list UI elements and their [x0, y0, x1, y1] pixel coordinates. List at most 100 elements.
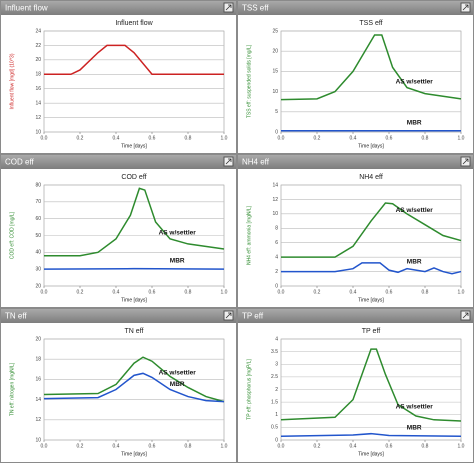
y-tick-label: 24 — [35, 28, 41, 34]
panel: TP eff TP eff 0 0.5 1 1.5 2 2.5 3 3.5 4 0.0 0.2 0.4 0.… — [237, 308, 474, 463]
y-tick-label: 12 — [35, 115, 41, 121]
series-line — [43, 356, 225, 403]
series-label: MBR — [170, 381, 185, 388]
x-tick-label: 1.0 — [458, 289, 465, 295]
x-tick-label: 0.4 — [350, 289, 357, 295]
y-tick-label: 2 — [275, 387, 278, 393]
panel-title: NH4 eff — [242, 158, 270, 167]
y-tick-label: 12 — [35, 417, 41, 423]
panel-header — [1, 155, 236, 169]
panel: Influent flow Influent flow 10 12 14 16 18 20 22… — [0, 0, 237, 154]
x-tick-label: 0.6 — [149, 289, 156, 295]
y-tick-label: 20 — [272, 49, 278, 55]
y-tick-label: 3.5 — [271, 349, 278, 355]
y-tick-label: 4 — [275, 254, 278, 260]
series-label: AS w/settler — [396, 404, 434, 411]
y-tick-label: 6 — [275, 240, 278, 246]
y-tick-label: 10 — [272, 89, 278, 95]
series-label: MBR — [407, 259, 422, 266]
series-label: AS w/settler — [396, 207, 434, 214]
x-tick-label: 0.6 — [386, 135, 393, 141]
x-tick-label: 0.6 — [149, 443, 156, 449]
x-tick-label: 0.6 — [386, 443, 393, 449]
y-axis-label: NH4 eff: ammonia [mgN/L] — [246, 205, 252, 265]
x-tick-label: 0.8 — [185, 135, 192, 141]
y-tick-label: 18 — [35, 72, 41, 78]
x-tick-label: 1.0 — [221, 443, 228, 449]
x-tick-label: 0.0 — [278, 443, 285, 449]
x-tick-label: 0.6 — [149, 135, 156, 141]
chart-title: Influent flow — [115, 20, 153, 27]
panel-title: TSS eff — [242, 4, 269, 13]
x-tick-label: 0.0 — [278, 135, 285, 141]
y-tick-label: 5 — [275, 109, 278, 115]
y-tick-label: 0 — [275, 283, 278, 289]
y-tick-label: 0 — [275, 437, 278, 443]
y-tick-label: 22 — [35, 43, 41, 49]
plot-area — [43, 30, 225, 133]
y-tick-label: 8 — [275, 226, 278, 232]
x-axis-label: Time [days] — [358, 297, 384, 303]
y-tick-label: 2.5 — [271, 374, 278, 380]
y-axis-label: COD eff: COD [mg/L] — [9, 211, 15, 259]
y-tick-label: 12 — [272, 197, 278, 203]
y-tick-label: 60 — [35, 216, 41, 222]
y-tick-label: 40 — [35, 250, 41, 256]
y-tick-label: 0.5 — [271, 425, 278, 431]
series-label: MBR — [170, 258, 185, 265]
y-tick-label: 15 — [272, 69, 278, 75]
x-tick-label: 0.2 — [314, 289, 321, 295]
y-axis-label: TN eff: nitrogen [mgN/L] — [9, 362, 15, 416]
x-tick-label: 0.2 — [77, 135, 84, 141]
panel: NH4 eff NH4 eff 0 2 4 6 8 10 12 14 0.0 0.2 0.4 0.6 0.8… — [237, 154, 474, 308]
y-tick-label: 25 — [272, 28, 278, 34]
y-tick-label: 16 — [35, 86, 41, 92]
x-tick-label: 0.2 — [77, 443, 84, 449]
y-tick-label: 1.5 — [271, 399, 278, 405]
series-label: MBR — [407, 424, 422, 431]
x-axis-label: Time [days] — [121, 143, 147, 149]
maximize-icon — [225, 4, 232, 11]
series-line — [280, 348, 462, 422]
y-tick-label: 4 — [275, 336, 278, 342]
y-tick-label: 10 — [272, 211, 278, 217]
x-tick-label: 0.8 — [422, 135, 429, 141]
panel-title: TP eff — [242, 312, 264, 321]
x-tick-label: 0.2 — [77, 289, 84, 295]
panel-title: Influent flow — [5, 4, 48, 13]
series-line — [43, 267, 225, 270]
y-tick-label: 10 — [35, 129, 41, 135]
chart-title: TN eff — [125, 328, 144, 335]
x-tick-label: 0.4 — [113, 443, 120, 449]
series-label: MBR — [407, 120, 422, 127]
y-tick-label: 50 — [35, 233, 41, 239]
series-line — [281, 202, 462, 258]
x-tick-label: 0.2 — [314, 135, 321, 141]
x-tick-label: 0.6 — [386, 289, 393, 295]
x-tick-label: 0.8 — [185, 289, 192, 295]
panel-header — [238, 1, 473, 15]
panel: TN eff TN eff 10 12 14 16 18 20 0.0 0.2 0.4 0.6 0.8 1… — [0, 308, 237, 463]
y-tick-label: 14 — [35, 397, 41, 403]
x-tick-label: 1.0 — [458, 135, 465, 141]
x-tick-label: 0.4 — [350, 443, 357, 449]
y-tick-label: 10 — [35, 437, 41, 443]
maximize-icon — [462, 158, 469, 165]
x-axis-label: Time [days] — [358, 451, 384, 457]
series-line — [281, 262, 462, 275]
y-tick-label: 1 — [275, 412, 278, 418]
panel: COD eff COD eff 20 30 40 50 60 70 80 0.0 0.2 0.4 0.6… — [0, 154, 237, 308]
series-line — [280, 34, 462, 101]
maximize-icon — [462, 312, 469, 319]
x-tick-label: 1.0 — [458, 443, 465, 449]
y-tick-label: 30 — [35, 266, 41, 272]
panel-header — [238, 309, 473, 323]
series-line — [44, 44, 224, 76]
x-axis-label: Time [days] — [121, 297, 147, 303]
series-label: AS w/settler — [159, 370, 197, 377]
panel-header — [1, 309, 236, 323]
x-tick-label: 0.4 — [350, 135, 357, 141]
x-tick-label: 0.8 — [422, 443, 429, 449]
maximize-icon — [225, 312, 232, 319]
